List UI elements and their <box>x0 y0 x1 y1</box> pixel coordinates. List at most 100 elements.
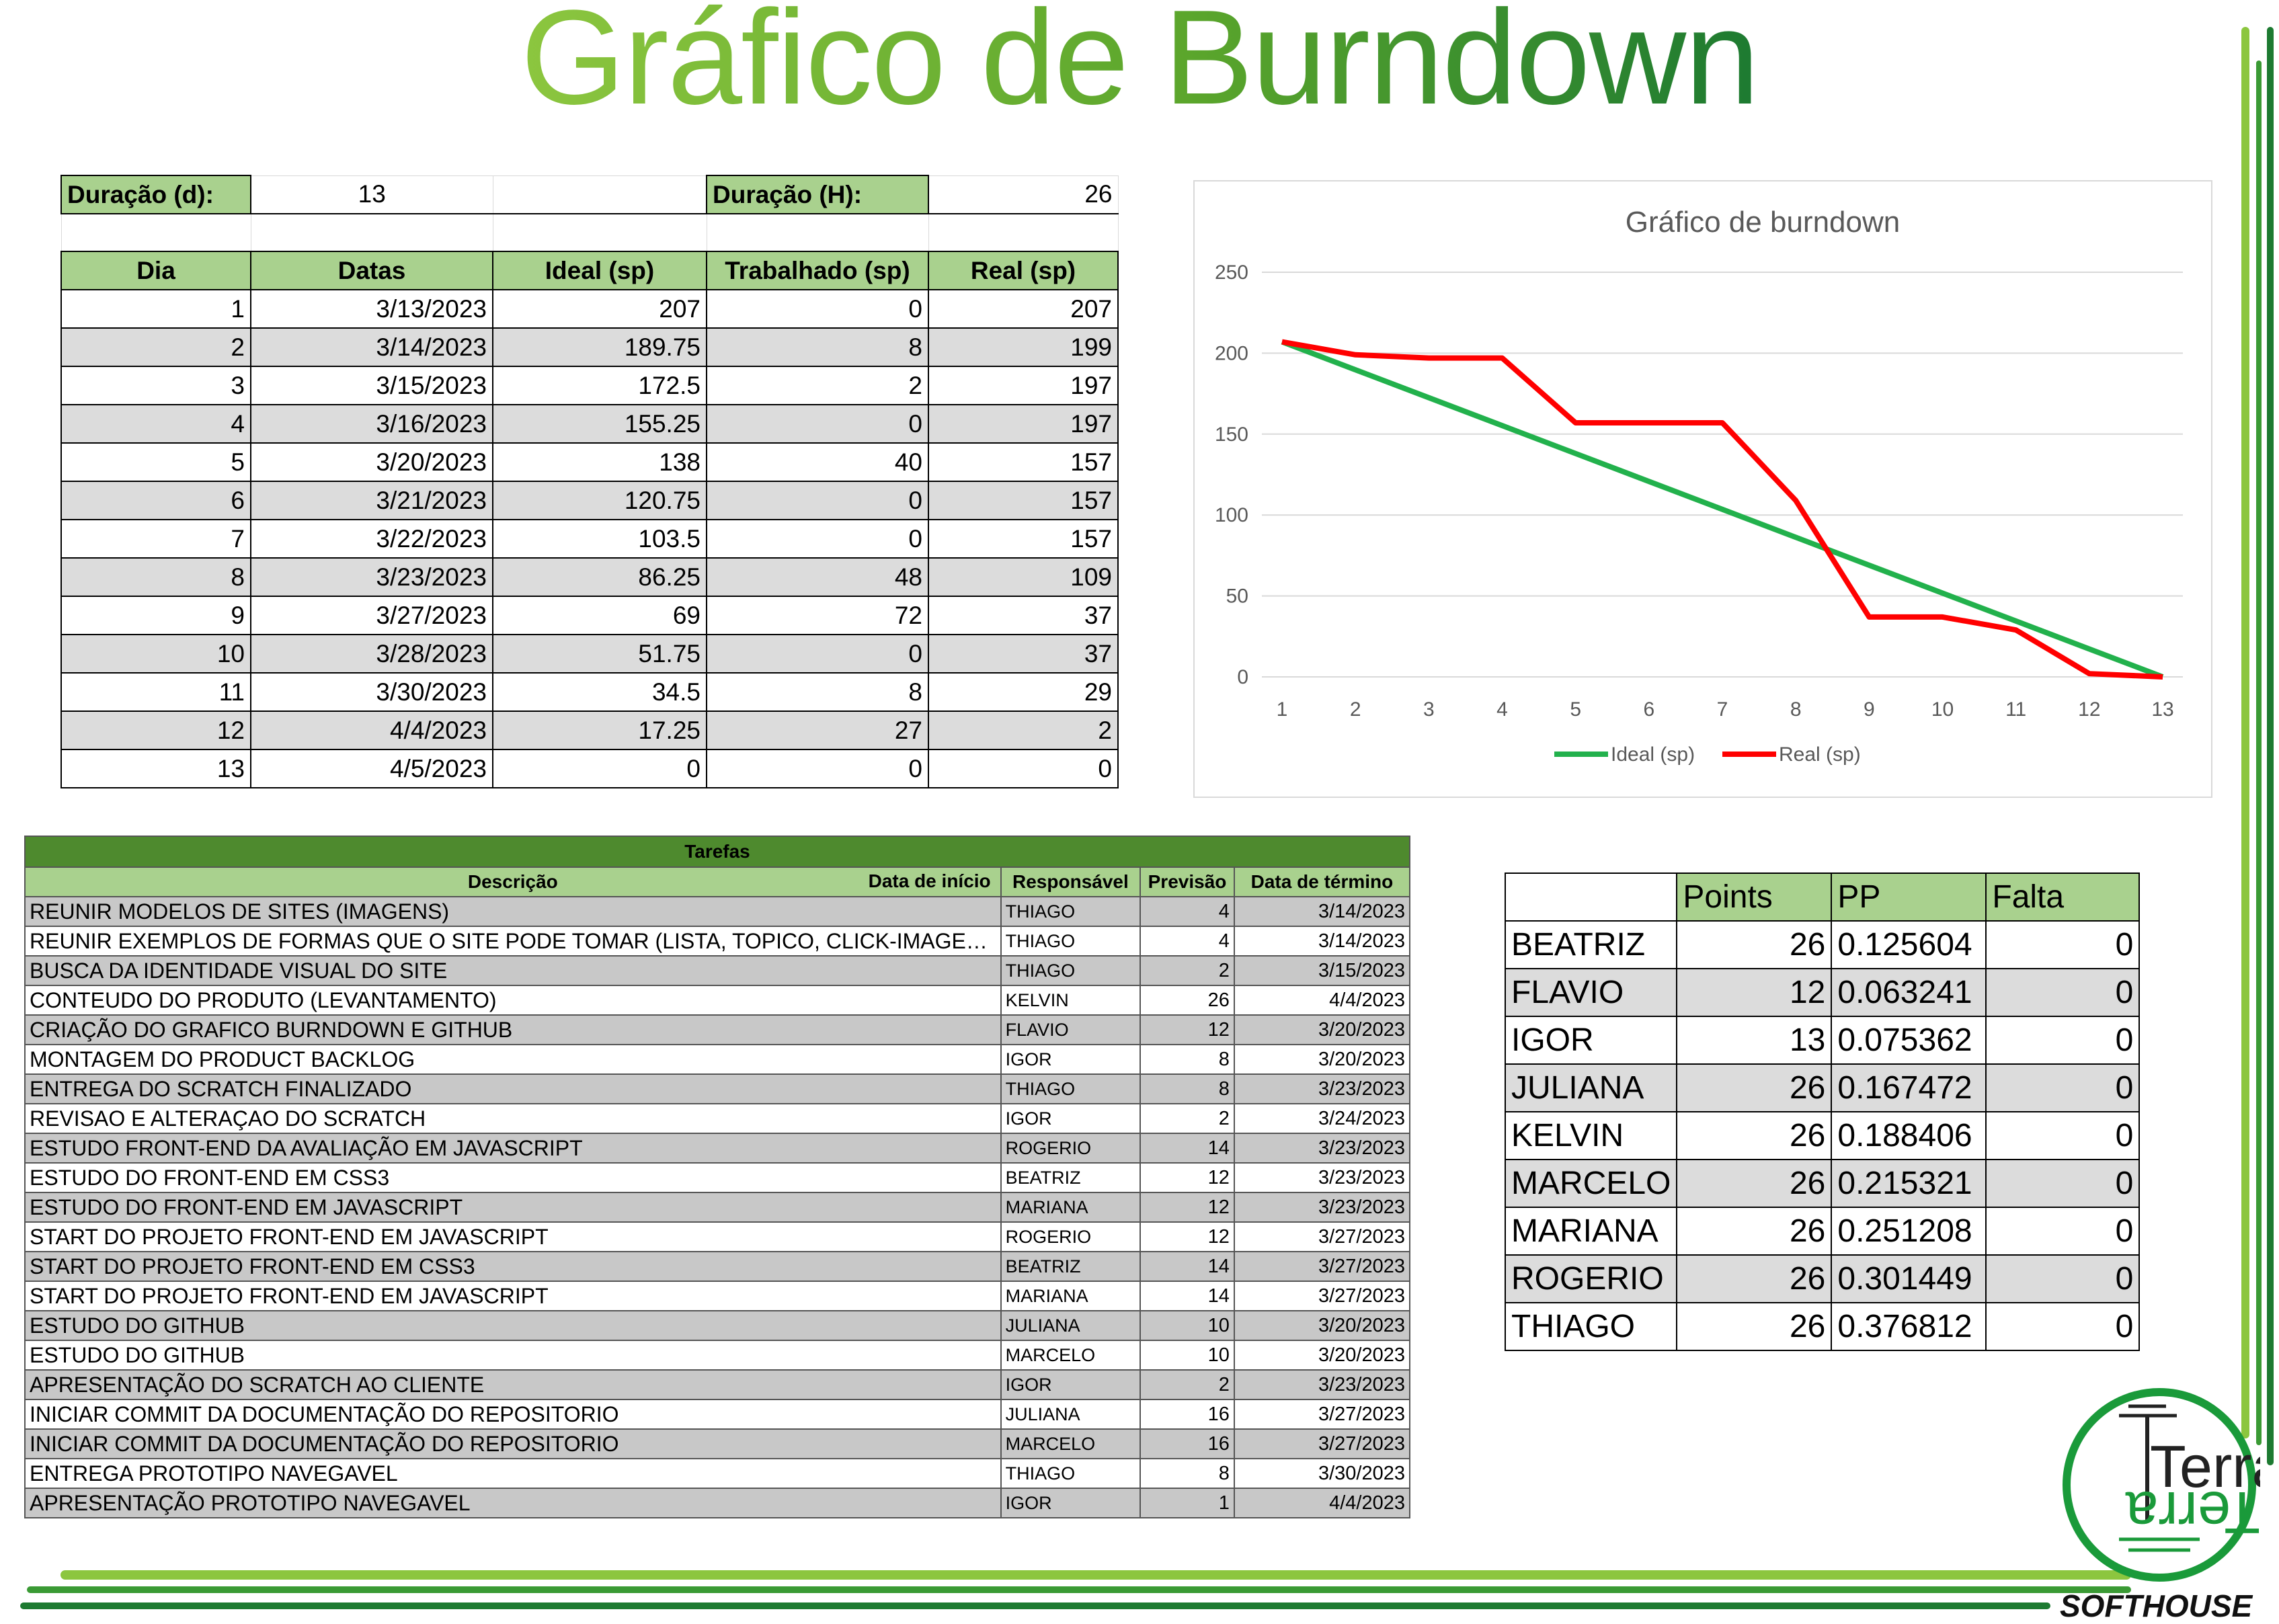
points-header-pp: PP <box>1831 872 1987 922</box>
points-falta: 0 <box>1985 1302 2141 1351</box>
burndown-row: 8 3/23/2023 86.25 48 109 <box>61 557 1119 597</box>
task-responsible: MARCELO <box>1000 1428 1142 1459</box>
burndown-cell: 109 <box>928 557 1119 597</box>
burndown-cell: 3/30/2023 <box>250 672 493 712</box>
burndown-cell: 37 <box>928 596 1119 635</box>
burndown-cell: 4 <box>61 404 251 444</box>
duration-row: Duração (d): 13 Duração (H): 26 <box>61 175 1119 214</box>
svg-text:Terra: Terra <box>2125 1479 2260 1546</box>
burndown-cell: 11 <box>61 672 251 712</box>
x-tick-label: 4 <box>1496 698 1508 721</box>
task-end-date: 3/20/2023 <box>1233 1014 1411 1045</box>
task-row: INICIAR COMMIT DA DOCUMENTAÇÃO DO REPOSI… <box>24 1428 1411 1459</box>
burndown-chart: Gráfico de burndown 0 50 100 150 200 250 1 2 3 4 5 6… <box>1193 180 2212 798</box>
burndown-header-cell: Datas <box>250 251 493 290</box>
points-name: THIAGO <box>1504 1302 1678 1351</box>
burndown-row: 11 3/30/2023 34.5 8 29 <box>61 672 1119 712</box>
points-table: Points PP Falta BEATRIZ 26 0.125604 0 FLAVIO… <box>1504 872 2141 1351</box>
burndown-row: 5 3/20/2023 138 40 157 <box>61 442 1119 482</box>
tasks-header-desc: Descrição <box>467 871 558 892</box>
x-tick-label: 11 <box>2005 698 2026 721</box>
task-responsible: KELVIN <box>1000 985 1142 1016</box>
task-forecast: 12 <box>1140 1162 1235 1193</box>
points-name: BEATRIZ <box>1504 920 1678 969</box>
decor-right-bar-2 <box>2256 60 2262 1445</box>
task-end-date: 3/27/2023 <box>1233 1399 1411 1430</box>
points-row: ROGERIO 26 0.301449 0 <box>1504 1254 2141 1303</box>
task-description: ENTREGA DO SCRATCH FINALIZADO <box>24 1073 1002 1104</box>
burndown-row: 4 3/16/2023 155.25 0 197 <box>61 404 1119 444</box>
burndown-cell: 5 <box>61 442 251 482</box>
burndown-cell: 0 <box>706 289 929 329</box>
x-tick-label: 12 <box>2078 698 2100 721</box>
task-end-date: 3/23/2023 <box>1233 1133 1411 1164</box>
task-row: APRESENTAÇÃO PROTOTIPO NAVEGAVEL IGOR 1 4/4… <box>24 1488 1411 1518</box>
burndown-cell: 197 <box>928 366 1119 405</box>
decor-bottom-bar-2 <box>27 1586 2131 1593</box>
burndown-cell: 51.75 <box>492 634 707 674</box>
burndown-cell: 120.75 <box>492 481 707 520</box>
burndown-table: Duração (d): 13 Duração (H): 26 Dia Datas… <box>61 175 1119 788</box>
series-line-real <box>1281 339 2163 680</box>
task-responsible: MARIANA <box>1000 1281 1142 1311</box>
burndown-cell: 103.5 <box>492 519 707 559</box>
task-row: REUNIR MODELOS DE SITES (IMAGENS) THIAGO 4… <box>24 896 1411 927</box>
points-value: 13 <box>1676 1016 1833 1065</box>
task-responsible: THIAGO <box>1000 955 1142 986</box>
points-value: 26 <box>1676 1063 1833 1112</box>
decor-bottom-bar-3 <box>20 1602 2050 1609</box>
burndown-cell: 157 <box>928 442 1119 482</box>
task-description: APRESENTAÇÃO DO SCRATCH AO CLIENTE <box>24 1369 1002 1400</box>
task-description: ESTUDO FRONT-END DA AVALIAÇÃO EM JAVASCR… <box>24 1133 1002 1164</box>
decor-bottom-bar-1 <box>61 1570 2131 1580</box>
task-row: INICIAR COMMIT DA DOCUMENTAÇÃO DO REPOSI… <box>24 1399 1411 1430</box>
task-forecast: 16 <box>1140 1399 1235 1430</box>
decor-right-bar-3 <box>2267 27 2274 1465</box>
burndown-cell: 48 <box>706 557 929 597</box>
task-row: ESTUDO DO GITHUB MARCELO 10 3/20/2023 <box>24 1340 1411 1371</box>
task-forecast: 12 <box>1140 1014 1235 1045</box>
task-description: START DO PROJETO FRONT-END EM JAVASCRIPT <box>24 1281 1002 1311</box>
page-title: Gráfico de Burndown <box>0 0 2279 125</box>
task-description: INICIAR COMMIT DA DOCUMENTAÇÃO DO REPOSI… <box>24 1428 1002 1459</box>
task-row: START DO PROJETO FRONT-END EM JAVASCRIPT… <box>24 1281 1411 1311</box>
points-pp: 0.301449 <box>1831 1254 1987 1303</box>
task-responsible: BEATRIZ <box>1000 1162 1142 1193</box>
burndown-row: 10 3/28/2023 51.75 0 37 <box>61 634 1119 674</box>
points-pp: 0.251208 <box>1831 1207 1987 1256</box>
legend-label: Ideal (sp) <box>1611 743 1695 766</box>
burndown-cell: 3/21/2023 <box>250 481 493 520</box>
x-tick-label: 6 <box>1643 698 1654 721</box>
burndown-cell: 0 <box>492 749 707 788</box>
task-end-date: 3/23/2023 <box>1233 1073 1411 1104</box>
burndown-cell: 207 <box>928 289 1119 329</box>
task-row: CONTEUDO DO PRODUTO (LEVANTAMENTO) KELVIN… <box>24 985 1411 1016</box>
burndown-cell: 3/16/2023 <box>250 404 493 444</box>
burndown-cell: 37 <box>928 634 1119 674</box>
task-forecast: 8 <box>1140 1044 1235 1075</box>
points-name: ROGERIO <box>1504 1254 1678 1303</box>
points-row: JULIANA 26 0.167472 0 <box>1504 1063 2141 1112</box>
burndown-cell: 69 <box>492 596 707 635</box>
task-forecast: 14 <box>1140 1281 1235 1311</box>
burndown-row: 3 3/15/2023 172.5 2 197 <box>61 366 1119 405</box>
terra-logo: Terra Terra <box>2063 1388 2260 1582</box>
task-row: ENTREGA DO SCRATCH FINALIZADO THIAGO 8 3/23… <box>24 1073 1411 1104</box>
burndown-header-cell: Ideal (sp) <box>492 251 707 290</box>
tasks-table: Tarefas Descrição Data de início Respons… <box>24 836 1411 1518</box>
burndown-cell: 0 <box>928 749 1119 788</box>
task-responsible: ROGERIO <box>1000 1221 1142 1252</box>
burndown-cell: 86.25 <box>492 557 707 597</box>
burndown-cell: 29 <box>928 672 1119 712</box>
points-falta: 0 <box>1985 1016 2141 1065</box>
logo-tagline: SOFTHOUSE <box>2060 1588 2253 1623</box>
task-forecast: 2 <box>1140 1103 1235 1134</box>
points-header-falta: Falta <box>1985 872 2141 922</box>
task-responsible: IGOR <box>1000 1044 1142 1075</box>
task-description: REUNIR EXEMPLOS DE FORMAS QUE O SITE POD… <box>24 926 1002 957</box>
task-end-date: 3/27/2023 <box>1233 1281 1411 1311</box>
points-falta: 0 <box>1985 1159 2141 1208</box>
burndown-cell: 40 <box>706 442 929 482</box>
burndown-cell: 27 <box>706 710 929 750</box>
